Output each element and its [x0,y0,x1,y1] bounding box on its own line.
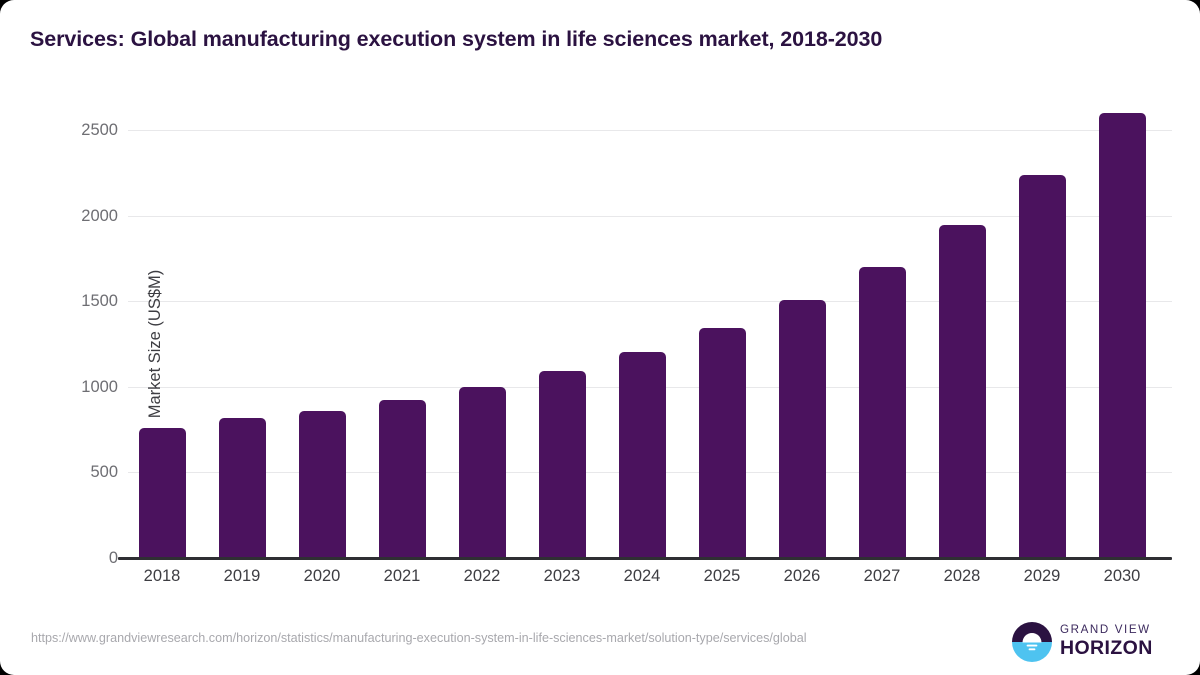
x-axis-tick-label: 2019 [223,567,261,585]
x-axis-tick-label: 2027 [863,567,901,585]
bar-2021[interactable] [378,399,426,558]
x-axis-tick-label: 2025 [703,567,741,585]
y-axis-label: Market Size (US$M) [146,269,164,419]
gridline [128,215,1172,217]
x-axis-tick-label: 2018 [143,567,181,585]
y-axis-tick-label: 2500 [81,121,118,139]
bar-2026[interactable] [778,300,826,558]
logo-line-1: GRAND VIEW [1060,623,1151,636]
bar-2019[interactable] [218,418,266,558]
x-axis-tick-label: 2023 [543,567,581,585]
y-axis-tick-label: 1000 [81,377,118,396]
plot-area [128,112,1172,558]
bar-2024[interactable] [618,351,666,558]
x-axis-tick-label: 2020 [303,567,341,585]
bar-2023[interactable] [538,370,586,558]
x-axis-tick-label: 2024 [623,567,661,585]
bar-2028[interactable] [938,225,986,558]
x-axis-tick-label: 2022 [463,567,501,585]
source-url[interactable]: https://www.grandviewresearch.com/horizo… [31,631,807,645]
x-axis-tick-label: 2021 [383,567,421,585]
x-axis-tick-label: 2028 [943,567,981,585]
x-axis-tick-label: 2029 [1023,567,1061,585]
y-axis-tick-label: 2000 [81,206,118,225]
horizon-sun-circle-icon [1012,622,1052,662]
x-axis-line [118,557,1172,560]
bar-2030[interactable] [1098,112,1146,558]
logo-line-2: HORIZON [1060,637,1153,659]
bar-2025[interactable] [698,327,746,558]
bar-2018[interactable] [138,427,186,558]
bar-2020[interactable] [298,410,346,558]
bar-2027[interactable] [858,266,906,558]
x-axis-tick-label: 2026 [783,567,821,585]
page-title: Services: Global manufacturing execution… [30,27,883,51]
logo-wordmark: GRAND VIEW HORIZON [1060,623,1190,660]
x-axis-tick-label: 2030 [1103,567,1141,585]
gridline [128,130,1172,131]
bar-2022[interactable] [458,386,506,558]
bar-2029[interactable] [1018,175,1066,558]
y-axis-tick-label: 0 [108,549,118,567]
gridline [128,301,1172,303]
y-axis-tick-label: 1500 [81,292,118,311]
y-axis-tick-label: 500 [90,463,118,482]
